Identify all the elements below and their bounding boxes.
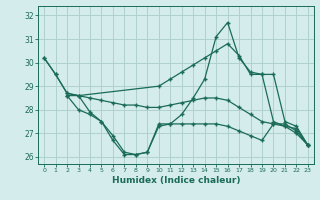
X-axis label: Humidex (Indice chaleur): Humidex (Indice chaleur) — [112, 176, 240, 185]
